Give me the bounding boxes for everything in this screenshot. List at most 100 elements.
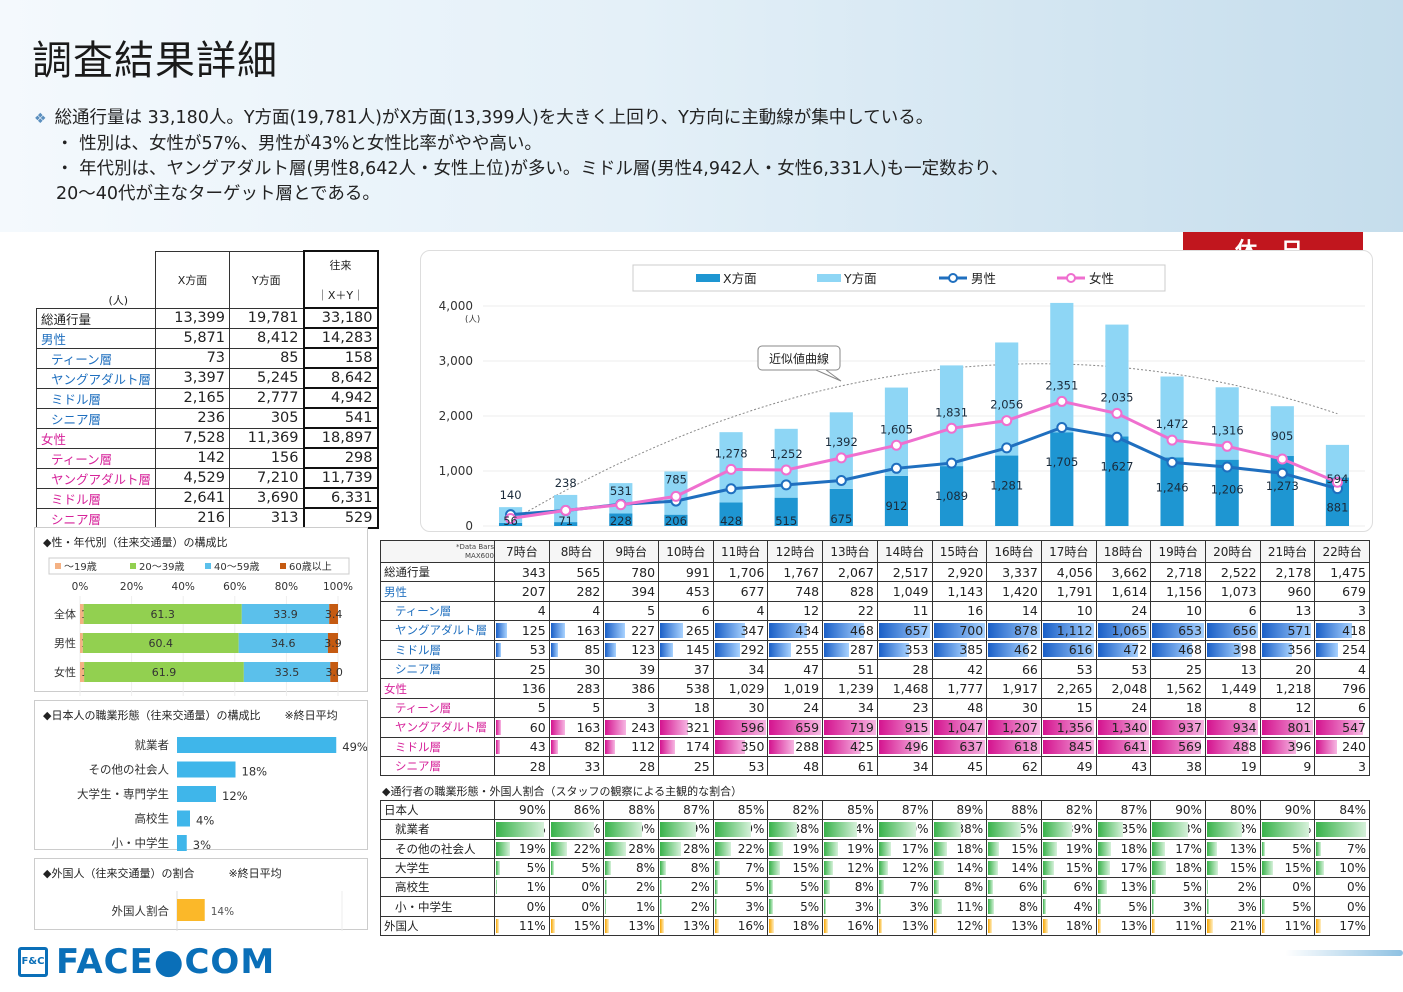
summary-cell-x: 142: [155, 447, 231, 469]
hourly-cell: 48: [931, 697, 988, 719]
data-bar: [1261, 623, 1311, 638]
hourly-value: 547: [1342, 719, 1366, 735]
hourly-value: 163: [576, 622, 601, 638]
occupation-value: 0%: [581, 880, 601, 895]
occupation-table-caption: ◆通行者の職業形態・外国人割合（スタッフの観察による主観的な割合）: [382, 785, 743, 798]
data-bar: [1206, 841, 1217, 856]
data-bar: [660, 720, 688, 735]
occupation-cell: 18%: [1150, 857, 1206, 879]
occupation-cell: 59%: [548, 819, 605, 840]
data-bar: [1316, 860, 1324, 876]
hourly-row-label: ヤングアダルト層: [380, 717, 495, 738]
hourly-value: 350: [740, 739, 765, 755]
data-bar: [988, 642, 1028, 657]
hourly-value: 53: [529, 642, 546, 658]
summary-cell-y: 85: [229, 347, 305, 369]
hourly-cell: 434: [767, 620, 824, 641]
summary-cell-t: 14,283: [302, 327, 379, 349]
hourly-cell: 34: [876, 755, 933, 777]
age-category-label: 女性: [54, 665, 76, 679]
y-direction-bar: [829, 412, 853, 489]
occupation-value: 14%: [956, 861, 984, 876]
hourly-cell: 656: [1204, 620, 1261, 641]
hourly-cell: 34: [822, 697, 878, 719]
occupation-value: 89%: [956, 803, 984, 818]
data-bar: [1097, 841, 1111, 856]
hourly-cell: 657: [876, 620, 933, 641]
occupation-value: 21%: [1229, 918, 1257, 933]
occupation-value: 7%: [745, 861, 765, 876]
hourly-cell: 283: [548, 678, 605, 699]
data-bar: [933, 860, 944, 876]
age-xtick-label: 80%: [275, 581, 298, 593]
hourly-cell: 25: [494, 658, 550, 680]
x-value-label: 881: [1326, 501, 1348, 515]
x-value-label: 1,705: [1045, 455, 1078, 469]
occupation-category-label: 就業者: [135, 738, 170, 752]
y-tick-label: 0: [465, 519, 473, 533]
hourly-value: 18: [693, 700, 710, 716]
occupation-value: 82%: [792, 803, 820, 818]
hourly-value: 125: [521, 622, 546, 638]
series-marker: [1166, 456, 1178, 468]
hourly-value: 3: [647, 700, 656, 716]
occupation-title-text: ◆日本人の職業形態（往来交通量）の構成比: [43, 709, 261, 722]
y-value-label: 531: [610, 484, 632, 498]
occupation-cell: 13%: [603, 915, 660, 937]
data-bar: [1261, 822, 1310, 837]
y-value-label: 905: [1271, 429, 1293, 443]
hourly-value: 265: [685, 622, 710, 638]
data-bar: [824, 899, 827, 914]
summary-row: シニア層 236 305 541: [35, 407, 379, 429]
occupation-cell: 15%: [1259, 857, 1316, 879]
hourly-value: 878: [1014, 622, 1038, 638]
hourly-value: 60: [529, 719, 546, 735]
hourly-value: 43: [529, 739, 546, 755]
hourly-cell: 425: [822, 736, 878, 757]
hourly-value: 254: [1342, 642, 1366, 658]
data-bar: [605, 642, 616, 657]
data-bar: [1261, 720, 1314, 735]
hourly-value: 123: [631, 642, 656, 658]
hourly-value: 9: [1303, 758, 1312, 774]
hourly-value: 657: [904, 622, 929, 638]
data-bar: [1152, 841, 1165, 856]
data-bar: [1316, 720, 1364, 735]
x-direction-bar: [719, 502, 743, 526]
occupation-data-label: 3%: [193, 838, 211, 852]
hourly-cell: 287: [822, 639, 878, 660]
legend-marker: [948, 273, 958, 283]
hourly-cell: 163: [548, 620, 605, 641]
hourly-cell: 398: [1204, 639, 1261, 660]
series-marker: [615, 499, 627, 511]
hourly-cell: 653: [1150, 620, 1206, 641]
hourly-value: 1,917: [1002, 681, 1038, 697]
occupation-cell: 5%: [1259, 896, 1316, 917]
hourly-value: 53: [748, 758, 765, 774]
age-data-label: 61.3: [150, 608, 175, 621]
x-value-label: 515: [775, 514, 797, 528]
data-bar: [1042, 880, 1048, 895]
hourly-cell: 394: [603, 581, 660, 602]
hourly-value: 960: [1287, 584, 1312, 600]
data-bar: [714, 860, 720, 876]
series-marker: [725, 483, 737, 495]
data-bar: [605, 841, 626, 856]
age-bar-segment: [329, 604, 338, 624]
data-bar: [824, 822, 857, 837]
summary-cell-y: 313: [229, 507, 305, 529]
summary-cell-t: 158: [302, 347, 379, 369]
hourly-value: 991: [685, 564, 710, 580]
occupation-cell: 88%: [603, 799, 660, 821]
series-marker: [1276, 467, 1288, 479]
hourly-value: 1,073: [1220, 584, 1257, 600]
hourly-value: 3,662: [1111, 564, 1148, 580]
x-direction-bar: [774, 497, 798, 526]
x-direction-bar: [995, 455, 1019, 526]
occupation-category-label: 小・中学生: [112, 836, 170, 850]
occupation-value: 19%: [519, 841, 546, 856]
occupation-value: 88%: [1011, 803, 1038, 818]
hourly-cell: 25: [1150, 658, 1206, 680]
age-bar-segment: [84, 662, 244, 682]
data-bar: [988, 822, 1022, 837]
